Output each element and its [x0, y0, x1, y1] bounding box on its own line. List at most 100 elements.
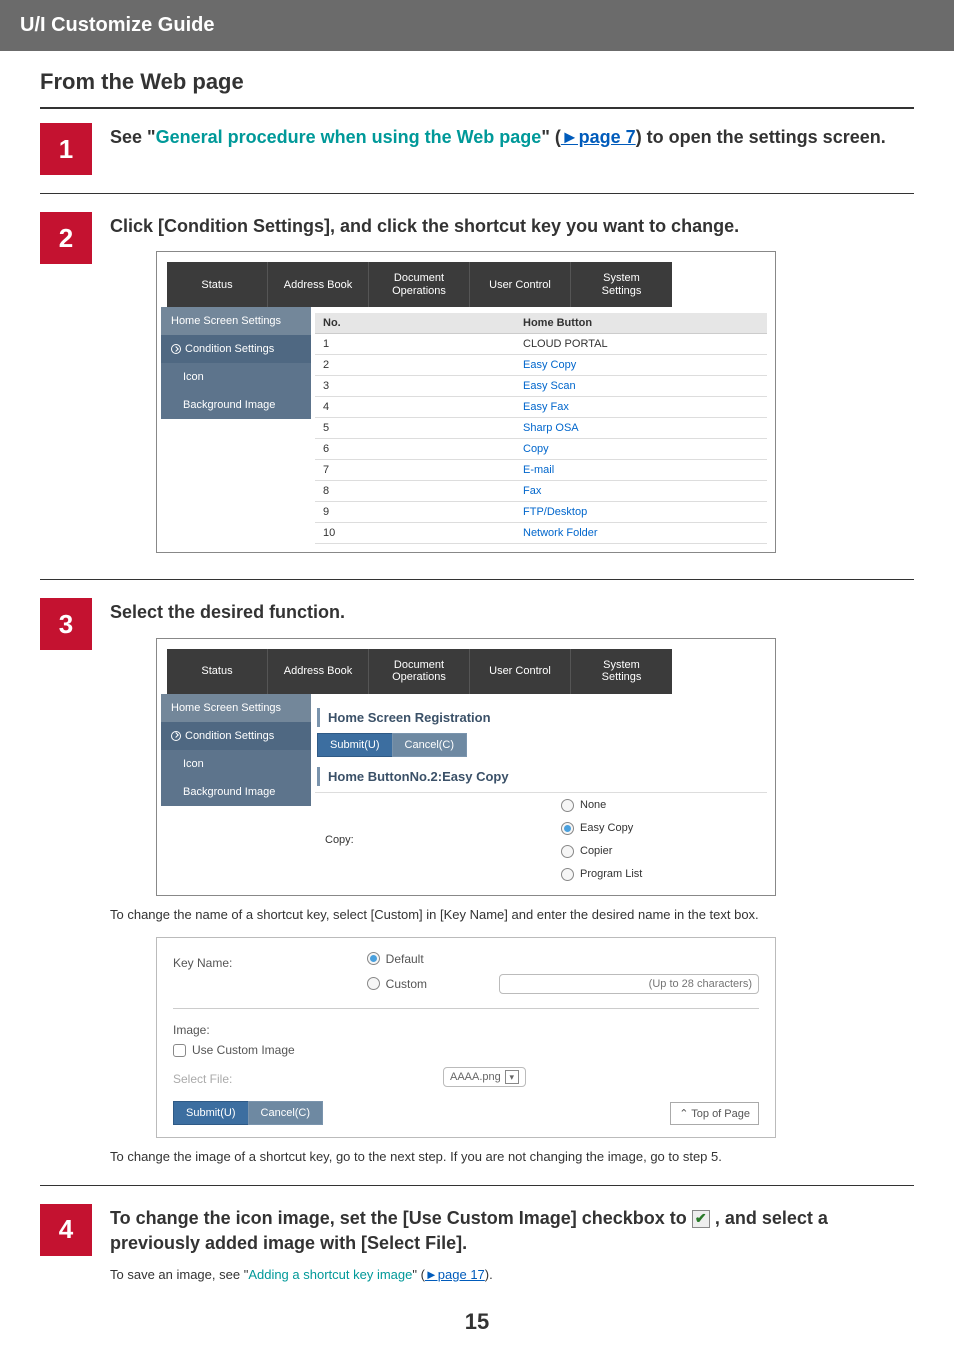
step-3-note-2: To change the image of a shortcut key, g… [110, 1148, 914, 1167]
step-2: 2 Click [Condition Settings], and click … [40, 212, 914, 561]
cell-button[interactable]: Easy Copy [515, 355, 767, 376]
sidebar: Home Screen Settings Condition Settings … [161, 694, 311, 893]
top-of-page-link[interactable]: ⌃ Top of Page [670, 1102, 759, 1125]
chevron-down-icon: ▾ [505, 1070, 519, 1084]
cell-button[interactable]: FTP/Desktop [515, 502, 767, 523]
divider [40, 579, 914, 580]
sidebar-icon[interactable]: Icon [161, 750, 311, 778]
label: Use Custom Image [192, 1043, 295, 1057]
sidebar-background-image[interactable]: Background Image [161, 778, 311, 806]
submit-button[interactable]: Submit(U) [173, 1101, 249, 1125]
doc-header: U/I Customize Guide [0, 0, 954, 51]
link-page-7[interactable]: ►page 7 [561, 127, 636, 147]
label: System Settings [602, 659, 642, 684]
radio-option[interactable]: None [561, 799, 761, 812]
select-file-dropdown[interactable]: AAAA.png▾ [443, 1067, 526, 1087]
cell-button[interactable]: Network Folder [515, 523, 767, 544]
submit-button[interactable]: Submit(U) [317, 733, 393, 757]
link-general-procedure[interactable]: General procedure when using the Web pag… [156, 127, 542, 147]
cell-button[interactable]: E-mail [515, 460, 767, 481]
radio-option[interactable]: Program List [561, 868, 761, 881]
text: To change the icon image, set the [Use C… [110, 1208, 692, 1228]
image-label: Image: [173, 1023, 759, 1037]
sidebar-background-image[interactable]: Background Image [161, 391, 311, 419]
tab-status[interactable]: Status [167, 262, 268, 307]
step-number: 4 [40, 1204, 92, 1256]
table-row: 1CLOUD PORTAL [315, 334, 767, 355]
sidebar-condition-settings[interactable]: Condition Settings [161, 722, 311, 750]
sidebar-condition-settings[interactable]: Condition Settings [161, 335, 311, 363]
page-number: 15 [40, 1309, 914, 1335]
use-custom-image-checkbox[interactable]: Use Custom Image [173, 1043, 759, 1057]
admin-panel-1: Status Address Book Document Operations … [156, 251, 776, 553]
table-row: 3Easy Scan [315, 376, 767, 397]
cell-button[interactable]: Easy Fax [515, 397, 767, 418]
sidebar-icon[interactable]: Icon [161, 363, 311, 391]
table-row: 8Fax [315, 481, 767, 502]
cell-no: 4 [315, 397, 515, 418]
radio-option[interactable]: Copier [561, 845, 761, 858]
radio-icon [561, 799, 574, 812]
step-number: 1 [40, 123, 92, 175]
table-row: 10Network Folder [315, 523, 767, 544]
cell-no: 9 [315, 502, 515, 523]
tab-system-settings[interactable]: System Settings [571, 649, 672, 694]
step-number: 2 [40, 212, 92, 264]
tab-status[interactable]: Status [167, 649, 268, 694]
radio-custom[interactable]: Custom [367, 974, 759, 994]
cell-no: 2 [315, 355, 515, 376]
admin-panel-2: Status Address Book Document Operations … [156, 638, 776, 896]
table-row: 7E-mail [315, 460, 767, 481]
step-number: 3 [40, 598, 92, 650]
cancel-button[interactable]: Cancel(C) [248, 1101, 324, 1125]
cell-button[interactable]: Sharp OSA [515, 418, 767, 439]
radio-icon [367, 952, 380, 965]
label: Default [386, 952, 424, 966]
step-3-note-1: To change the name of a shortcut key, se… [110, 906, 914, 925]
section-home-button-no2: Home ButtonNo.2:Easy Copy [317, 767, 767, 786]
content: From the Web page 1 See "General procedu… [0, 51, 954, 1365]
cell-no: 7 [315, 460, 515, 481]
custom-name-input[interactable] [499, 974, 759, 994]
tab-address-book[interactable]: Address Book [268, 262, 369, 307]
text: ) to open the settings screen. [636, 127, 886, 147]
text: See " [110, 127, 156, 147]
step-2-title: Click [Condition Settings], and click th… [110, 214, 914, 239]
table-row: 5Sharp OSA [315, 418, 767, 439]
tab-document-ops[interactable]: Document Operations [369, 262, 470, 307]
cancel-button[interactable]: Cancel(C) [392, 733, 468, 757]
tab-user-control[interactable]: User Control [470, 649, 571, 694]
label: Condition Settings [185, 343, 274, 355]
tab-system-settings[interactable]: System Settings [571, 262, 672, 307]
step-4-title: To change the icon image, set the [Use C… [110, 1206, 914, 1256]
step-4: 4 To change the icon image, set the [Use… [40, 1204, 914, 1285]
text: ). [485, 1267, 493, 1282]
radio-option[interactable]: Easy Copy [561, 822, 761, 835]
label: Custom [386, 977, 427, 991]
divider [40, 193, 914, 194]
select-file-label: Select File: [173, 1068, 403, 1086]
radio-icon [367, 977, 380, 990]
tab-user-control[interactable]: User Control [470, 262, 571, 307]
th-home-button: Home Button [515, 313, 767, 334]
tab-address-book[interactable]: Address Book [268, 649, 369, 694]
radio-default[interactable]: Default [367, 952, 759, 966]
step-3: 3 Select the desired function. Status Ad… [40, 598, 914, 1166]
home-button-table: No. Home Button 1CLOUD PORTAL2Easy Copy3… [315, 313, 767, 544]
cell-button: CLOUD PORTAL [515, 334, 767, 355]
table-row: 9FTP/Desktop [315, 502, 767, 523]
cell-button[interactable]: Copy [515, 439, 767, 460]
link-adding-shortcut-image[interactable]: Adding a shortcut key image [248, 1267, 412, 1282]
sidebar-heading[interactable]: Home Screen Settings [161, 307, 311, 335]
cell-button[interactable]: Easy Scan [515, 376, 767, 397]
cell-no: 5 [315, 418, 515, 439]
sidebar-heading[interactable]: Home Screen Settings [161, 694, 311, 722]
step-3-title: Select the desired function. [110, 600, 914, 625]
chevron-icon [171, 344, 181, 354]
cell-button[interactable]: Fax [515, 481, 767, 502]
section-home-screen-registration: Home Screen Registration [317, 708, 767, 727]
tab-document-ops[interactable]: Document Operations [369, 649, 470, 694]
link-page-17[interactable]: ►page 17 [425, 1267, 485, 1282]
cell-no: 3 [315, 376, 515, 397]
step-1-title: See "General procedure when using the We… [110, 125, 914, 150]
